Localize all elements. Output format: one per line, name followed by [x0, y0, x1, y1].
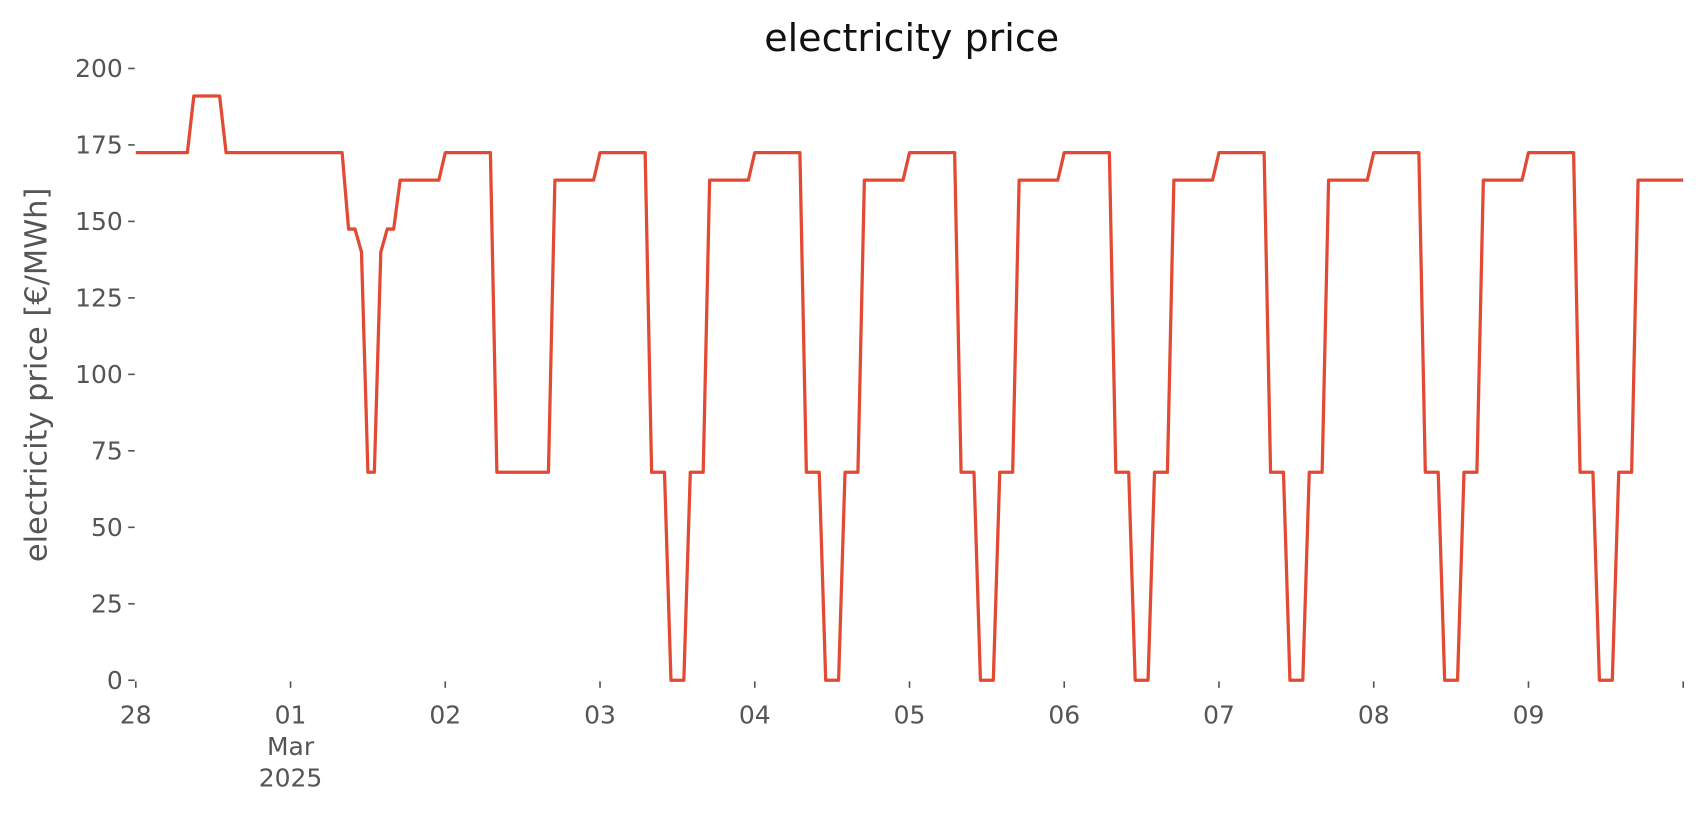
y-tick-label: 25 [91, 589, 123, 618]
y-tick-label: 175 [75, 131, 123, 160]
y-tick-label: 50 [91, 513, 123, 542]
x-tick-label: 09 [1513, 701, 1545, 730]
y-tick-label: 200 [75, 54, 123, 83]
y-tick-label: 100 [75, 360, 123, 389]
x-tick-label: 06 [1048, 701, 1080, 730]
chart-title: electricity price [764, 16, 1059, 60]
x-tick-label: 08 [1358, 701, 1390, 730]
y-tick-label: 75 [91, 437, 123, 466]
x-tick-label: 07 [1203, 701, 1235, 730]
y-tick-label: 125 [75, 284, 123, 313]
x-tick-label: 05 [894, 701, 926, 730]
x-tick-label: 28 [120, 701, 152, 730]
price-line [135, 94, 1684, 682]
y-tick-label: 150 [75, 207, 123, 236]
y-axis-label: electricity price [€/MWh] [20, 188, 55, 562]
x-tick-label: 03 [584, 701, 616, 730]
x-tick-label: 01 Mar 2025 [259, 701, 323, 793]
x-tick-label: 02 [429, 701, 461, 730]
y-tick-label: 0 [107, 666, 123, 695]
x-tick-label: 04 [739, 701, 771, 730]
